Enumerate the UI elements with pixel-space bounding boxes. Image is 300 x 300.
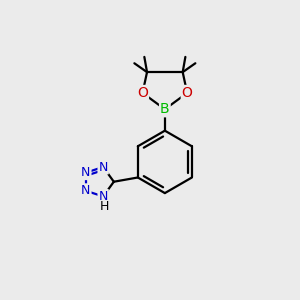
Text: N: N [98,190,108,203]
Text: B: B [160,102,170,116]
Text: N: N [98,160,108,173]
Text: N: N [81,166,91,179]
Text: N: N [81,184,91,197]
Text: H: H [100,200,109,213]
Text: O: O [182,86,193,100]
Text: O: O [137,86,148,100]
